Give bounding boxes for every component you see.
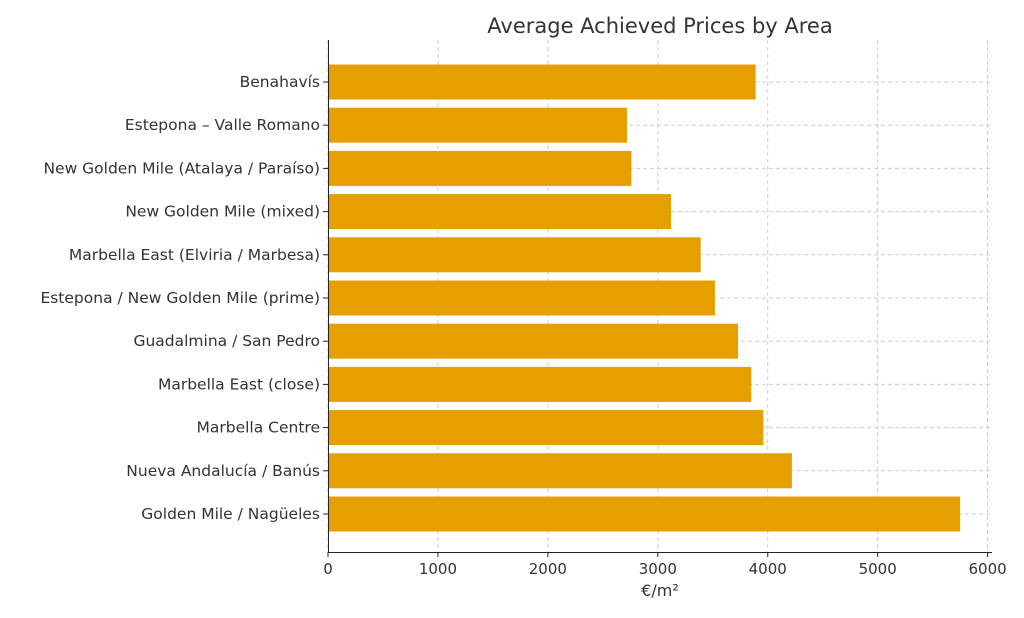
x-tick-label: 6000	[969, 560, 1007, 578]
y-tick-label: Marbella Centre	[197, 419, 321, 437]
bar	[328, 194, 671, 230]
x-axis-label: €/m²	[641, 581, 679, 600]
x-tick-label: 5000	[859, 560, 897, 578]
y-tick-label: Benahavís	[240, 73, 320, 91]
bar	[328, 107, 628, 143]
y-tick-label: Estepona / New Golden Mile (prime)	[40, 289, 320, 307]
y-tick-label: New Golden Mile (Atalaya / Paraíso)	[43, 159, 320, 177]
chart-title: Average Achieved Prices by Area	[487, 14, 832, 38]
bar	[328, 323, 739, 359]
y-tick-label: Marbella East (close)	[158, 375, 320, 393]
bar	[328, 64, 756, 100]
y-tick-label: New Golden Mile (mixed)	[125, 203, 320, 221]
x-tick-label: 1000	[419, 560, 457, 578]
bar	[328, 237, 701, 273]
x-tick-label: 3000	[639, 560, 677, 578]
bar	[328, 410, 764, 446]
x-tick-label: 2000	[529, 560, 567, 578]
y-tick-label: Nueva Andalucía / Banús	[126, 462, 320, 480]
bar	[328, 366, 752, 402]
x-tick-label: 0	[323, 560, 333, 578]
y-tick-label: Guadalmina / San Pedro	[133, 332, 320, 350]
y-tick-label: Marbella East (Elviria / Marbesa)	[69, 246, 320, 264]
x-tick-label: 4000	[749, 560, 787, 578]
bar	[328, 150, 632, 186]
y-tick-label: Estepona – Valle Romano	[125, 116, 320, 134]
bar	[328, 453, 792, 489]
bar	[328, 496, 961, 532]
bar	[328, 280, 715, 316]
y-tick-label: Golden Mile / Nagüeles	[141, 505, 320, 523]
